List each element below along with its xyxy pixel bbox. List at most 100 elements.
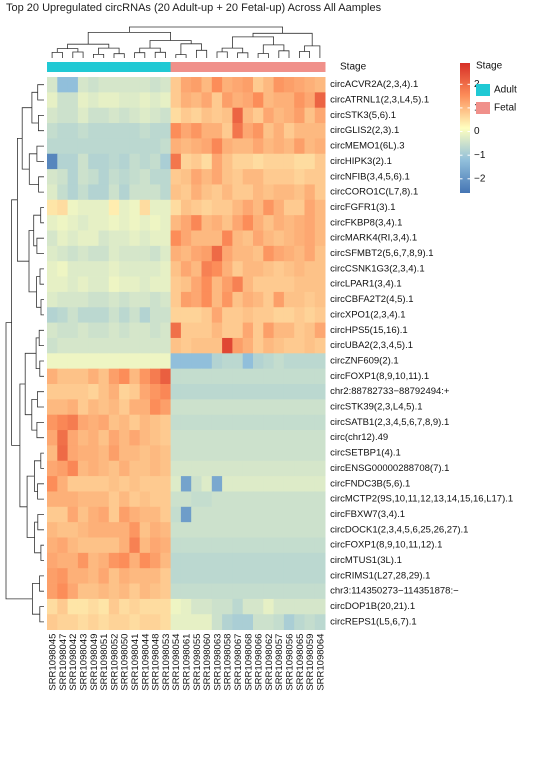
heatmap-cell — [108, 92, 120, 109]
heatmap-cell — [98, 384, 110, 400]
heatmap-cell — [283, 215, 295, 231]
heatmap-cell — [232, 276, 244, 293]
heatmap-cell — [222, 476, 233, 492]
heatmap-cell — [180, 107, 192, 124]
heatmap-cell — [108, 107, 120, 124]
heatmap-cell — [191, 460, 202, 477]
heatmap-cell — [263, 169, 274, 185]
heatmap-cell — [253, 506, 264, 523]
heatmap-cell — [191, 261, 202, 277]
heatmap-cell — [170, 368, 182, 385]
heatmap-cell — [222, 414, 233, 431]
stage-cell — [98, 62, 110, 72]
heatmap-cell — [232, 337, 244, 354]
heatmap-cell — [263, 276, 274, 293]
heatmap-cell — [263, 506, 274, 523]
heatmap-cell — [98, 276, 110, 293]
heatmap-cell — [263, 199, 274, 216]
heatmap-cell — [47, 307, 58, 323]
row-label: circFNDC3B(5,6).1 — [330, 478, 410, 489]
heatmap-cell — [273, 77, 285, 93]
heatmap-cell — [191, 598, 202, 615]
heatmap-cell — [253, 123, 264, 139]
heatmap-cell — [98, 476, 110, 492]
heatmap-cell — [283, 276, 295, 293]
stage-cell — [232, 62, 244, 72]
heatmap-cell — [191, 568, 202, 584]
heatmap-cell — [150, 92, 161, 109]
heatmap-cell — [283, 92, 295, 109]
heatmap-cell — [304, 583, 316, 600]
heatmap-cell — [242, 230, 254, 247]
heatmap-cell — [222, 230, 233, 247]
heatmap-cell — [88, 337, 99, 354]
heatmap-cell — [150, 384, 161, 400]
row-label: circZNF609(2).1 — [330, 355, 399, 366]
heatmap-cell — [57, 138, 68, 155]
heatmap-cell — [273, 123, 285, 139]
heatmap-cell — [191, 322, 202, 339]
heatmap-cell — [129, 307, 141, 323]
heatmap-cell — [170, 384, 182, 400]
heatmap-cell — [201, 614, 213, 630]
heatmap-cell — [77, 430, 89, 446]
heatmap-cell — [263, 230, 274, 247]
heatmap-cell — [273, 337, 285, 354]
heatmap-cell — [253, 261, 264, 277]
heatmap-cell — [77, 123, 89, 139]
heatmap-cell — [67, 337, 79, 354]
heatmap-cell — [201, 337, 213, 354]
heatmap-cell — [273, 430, 285, 446]
heatmap-cell — [294, 552, 305, 569]
heatmap-cell — [139, 583, 151, 600]
heatmap-cell — [88, 506, 99, 523]
heatmap-cell — [263, 261, 274, 277]
heatmap-cell — [263, 476, 274, 492]
heatmap-cell — [88, 598, 99, 615]
heatmap-cell — [170, 491, 182, 508]
heatmap-cell — [283, 460, 295, 477]
heatmap-cell — [160, 506, 171, 523]
heatmap-cell — [77, 537, 89, 554]
heatmap-cell — [314, 337, 326, 354]
heatmap-cell — [191, 384, 202, 400]
heatmap-cell — [108, 568, 120, 584]
heatmap-cell — [263, 568, 274, 584]
heatmap-cell — [304, 537, 316, 554]
heatmap-cell — [222, 614, 233, 630]
heatmap-cell — [263, 337, 274, 354]
legend-item-label: Adult — [494, 85, 517, 96]
heatmap-cell — [160, 322, 171, 339]
heatmap-cell — [108, 230, 120, 247]
heatmap-cell — [180, 399, 192, 416]
heatmap-cell — [211, 368, 223, 385]
heatmap-cell — [294, 430, 305, 446]
heatmap-cell — [67, 77, 79, 93]
heatmap-cell — [170, 522, 182, 538]
heatmap-cell — [88, 107, 99, 124]
heatmap-cell — [160, 552, 171, 569]
heatmap-cell — [211, 491, 223, 508]
heatmap-cell — [242, 322, 254, 339]
heatmap-cell — [201, 261, 213, 277]
heatmap-cell — [67, 598, 79, 615]
heatmap-cell — [314, 184, 326, 201]
heatmap-cell — [283, 598, 295, 615]
heatmap-cell — [263, 245, 274, 262]
heatmap-cell — [314, 77, 326, 93]
heatmap-cell — [170, 583, 182, 600]
heatmap-cell — [273, 414, 285, 431]
heatmap-cell — [294, 77, 305, 93]
heatmap-cell — [150, 153, 161, 170]
heatmap-cell — [67, 491, 79, 508]
heatmap-cell — [57, 245, 68, 262]
heatmap-cell — [67, 506, 79, 523]
row-label: circHIPK3(2).1 — [330, 156, 392, 167]
heatmap-cell — [67, 614, 79, 630]
heatmap-cell — [191, 614, 202, 630]
heatmap-cell — [242, 552, 254, 569]
stage-cell — [77, 62, 89, 72]
heatmap-cell — [67, 537, 79, 554]
